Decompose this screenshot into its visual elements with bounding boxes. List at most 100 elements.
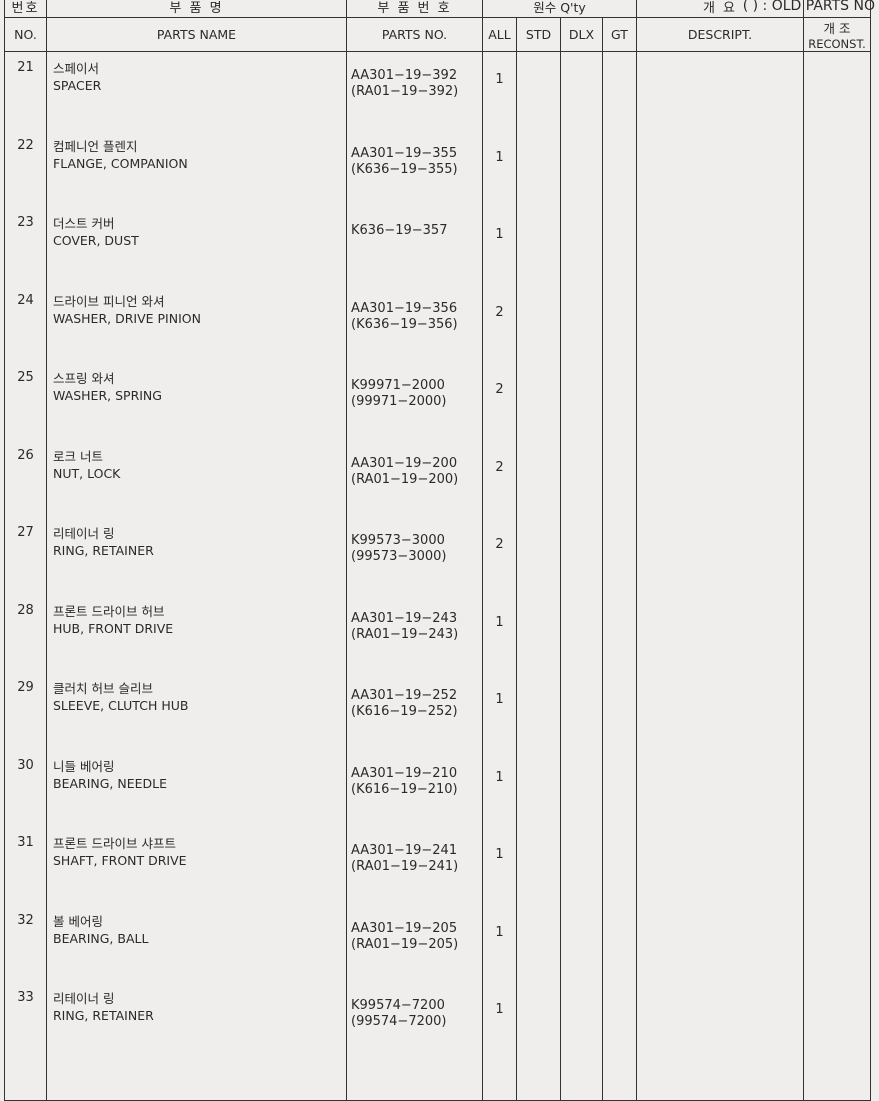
- part-name-en: WASHER, SPRING: [53, 388, 162, 403]
- item-no: 28: [4, 594, 47, 672]
- qty-all: 1: [482, 672, 517, 750]
- qty-dlx: [560, 749, 603, 827]
- part-name: 드라이브 피니언 와셔 WASHER, DRIVE PINION: [46, 284, 347, 362]
- table-row: 26 로크 너트 NUT, LOCK AA301−19−200 (RA01−19−200…: [4, 439, 871, 517]
- item-no: 27: [4, 517, 47, 595]
- qty-gt: [602, 517, 637, 595]
- qty-dlx: [560, 982, 603, 1060]
- part-number: K99573−3000 (99573−3000): [346, 517, 483, 595]
- qty-gt: [602, 439, 637, 517]
- part-name: 볼 베어링 BEARING, BALL: [46, 904, 347, 982]
- table-row-empty: [4, 1059, 871, 1101]
- part-number-old: (RA01−19−200): [351, 471, 459, 487]
- part-name-en: SLEEVE, CLUTCH HUB: [53, 698, 189, 713]
- qty-gt: [602, 749, 637, 827]
- part-number-new: AA301−19−241: [351, 843, 458, 858]
- part-number: K636−19−357: [346, 207, 483, 285]
- reconstruction: [803, 129, 871, 207]
- qty-gt: [602, 672, 637, 750]
- header-pn-en: PARTS NO.: [346, 17, 483, 52]
- qty-dlx: [560, 439, 603, 517]
- qty-gt: [602, 362, 637, 440]
- qty-std: [516, 207, 561, 285]
- item-no: 22: [4, 129, 47, 207]
- qty-gt: [602, 904, 637, 982]
- empty-cell: [516, 1059, 561, 1101]
- empty-cell: [636, 1059, 804, 1101]
- part-number-new: AA301−19−205: [351, 920, 458, 936]
- description: [636, 749, 804, 827]
- item-no: 30: [4, 749, 47, 827]
- reconstruction: [803, 439, 871, 517]
- qty-all: 1: [482, 982, 517, 1060]
- description: [636, 594, 804, 672]
- part-number-new: AA301−19−243: [351, 610, 458, 626]
- qty-std: [516, 439, 561, 517]
- part-name-kr: 드라이브 피니언 와셔: [53, 293, 165, 309]
- part-name-kr: 스페이서: [53, 61, 100, 76]
- part-name-kr: 로크 너트: [53, 448, 103, 464]
- qty-all: 1: [482, 51, 517, 130]
- table-row: 23 더스트 커버 COVER, DUST K636−19−357 1: [4, 207, 871, 285]
- qty-all: 1: [482, 129, 517, 207]
- part-number-old: (99573−3000): [351, 549, 447, 564]
- header-qty: 원수 Q'ty: [482, 0, 637, 18]
- part-name-en: FLANGE, COMPANION: [53, 155, 188, 171]
- qty-dlx: [560, 594, 603, 672]
- part-name-kr: 리테이너 링: [53, 991, 115, 1006]
- empty-cell: [482, 1059, 517, 1101]
- table-row: 22 컴페니언 플렌지 FLANGE, COMPANION AA301−19−355(…: [4, 129, 871, 207]
- table-row: 21 스페이서 SPACER AA301−19−392 (RA01−19−392) 1: [4, 51, 871, 130]
- part-name: 더스트 커버 COVER, DUST: [46, 207, 347, 285]
- qty-std: [516, 904, 561, 982]
- qty-all: 2: [482, 439, 517, 517]
- part-number-new: AA301−19−355: [351, 145, 458, 161]
- part-name: 프론트 드라이브 샤프트 SHAFT, FRONT DRIVE: [46, 827, 347, 905]
- item-no: 21: [4, 51, 47, 130]
- header-all: ALL: [482, 17, 517, 52]
- item-no: 23: [4, 207, 47, 285]
- qty-dlx: [560, 207, 603, 285]
- part-name-en: RING, RETAINER: [53, 543, 154, 558]
- description: [636, 827, 804, 905]
- item-no: 32: [4, 904, 47, 982]
- qty-dlx: [560, 904, 603, 982]
- part-number-new: AA301−19−392: [351, 68, 458, 83]
- qty-all: 1: [482, 207, 517, 285]
- qty-gt: [602, 51, 637, 130]
- reconstruction: [803, 207, 871, 285]
- part-number: AA301−19−243 (RA01−19−243): [346, 594, 483, 672]
- part-number-old: (K616−19−252): [351, 704, 458, 719]
- reconstruction: [803, 362, 871, 440]
- part-name: 프론트 드라이브 허브 HUB, FRONT DRIVE: [46, 594, 347, 672]
- description: [636, 207, 804, 285]
- qty-all: 1: [482, 827, 517, 905]
- part-name-en: WASHER, DRIVE PINION: [53, 310, 201, 326]
- reconstruction: [803, 672, 871, 750]
- qty-std: [516, 51, 561, 130]
- reconstruction: [803, 594, 871, 672]
- qty-all: 1: [482, 594, 517, 672]
- qty-dlx: [560, 362, 603, 440]
- qty-all: 2: [482, 362, 517, 440]
- part-name-kr: 볼 베어링: [53, 913, 103, 929]
- part-name-kr: 리테이너 링: [53, 526, 115, 541]
- part-name-en: SHAFT, FRONT DRIVE: [53, 853, 187, 868]
- part-number: K99971−2000 (99971−2000): [346, 362, 483, 440]
- part-number-new: K99971−2000: [351, 378, 445, 393]
- qty-dlx: [560, 672, 603, 750]
- item-no: 33: [4, 982, 47, 1060]
- part-name-kr: 프론트 드라이브 샤프트: [53, 836, 176, 851]
- qty-all: 2: [482, 284, 517, 362]
- qty-std: [516, 827, 561, 905]
- qty-gt: [602, 594, 637, 672]
- item-no: 24: [4, 284, 47, 362]
- part-name-en: NUT, LOCK: [53, 465, 121, 481]
- description: [636, 517, 804, 595]
- part-number: AA301−19−200 (RA01−19−200): [346, 439, 483, 517]
- part-number-new: AA301−19−200: [351, 455, 458, 471]
- reconstruction: [803, 827, 871, 905]
- part-number-old: (RA01−19−205): [351, 936, 459, 952]
- table-row: 28 프론트 드라이브 허브 HUB, FRONT DRIVE AA301−19−24…: [4, 594, 871, 672]
- empty-cell: [346, 1059, 483, 1101]
